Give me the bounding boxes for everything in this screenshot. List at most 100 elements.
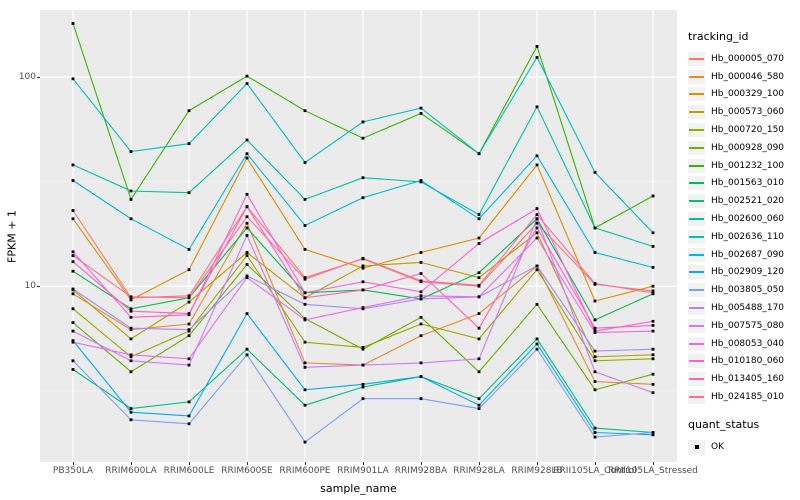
- data-point: [71, 254, 75, 257]
- y-tick-label: 10: [24, 281, 36, 292]
- legend-item-label: Hb_003805_050: [711, 285, 785, 296]
- legend-key-color-line: [689, 289, 704, 292]
- data-point: [303, 161, 307, 164]
- data-point: [187, 191, 191, 195]
- data-point: [187, 248, 191, 251]
- x-axis-title: sample_name: [320, 482, 397, 495]
- data-point: [303, 365, 307, 369]
- legend-key-color-line: [689, 271, 704, 274]
- data-point: [651, 391, 655, 395]
- data-point: [361, 288, 365, 292]
- x-tick-label: RRIM600SE: [221, 466, 273, 476]
- y-axis-title: FPKM + 1: [5, 210, 19, 263]
- data-point: [129, 309, 133, 313]
- data-point: [593, 370, 597, 374]
- data-point: [593, 435, 597, 439]
- y-tick-label: 100: [18, 71, 36, 82]
- data-point: [245, 274, 249, 278]
- legend-item-label: Hb_002909_120: [711, 267, 785, 278]
- x-tick-label: RRII105LA_Stressed: [608, 466, 698, 476]
- data-point: [419, 375, 423, 378]
- legend-key: [688, 105, 705, 120]
- legend-key: [688, 87, 705, 102]
- data-point: [71, 307, 75, 311]
- data-point: [593, 226, 597, 230]
- data-point: [535, 217, 539, 221]
- data-point: [71, 22, 75, 25]
- data-point: [651, 194, 655, 198]
- x-tick-label: RRIM600LA: [105, 466, 157, 476]
- data-point: [419, 112, 423, 115]
- x-tick-mark: [479, 462, 480, 465]
- y-tick-mark: [37, 286, 40, 288]
- legend-key: [688, 318, 705, 333]
- data-point: [593, 349, 597, 353]
- data-point: [71, 269, 75, 273]
- data-point: [419, 294, 423, 298]
- legend-key: [688, 390, 705, 405]
- data-point: [477, 403, 481, 407]
- x-tick-label: RRII105LA_Control: [553, 466, 637, 476]
- legend-key-color-line: [689, 218, 704, 221]
- legend-key-color-line: [689, 235, 704, 238]
- data-point: [651, 284, 655, 288]
- data-point: [245, 251, 249, 254]
- legend-item-Hb_002600_060: Hb_002600_060: [688, 210, 800, 228]
- data-point: [477, 217, 481, 221]
- data-point: [187, 334, 191, 338]
- data-point: [419, 279, 423, 283]
- data-point: [535, 221, 539, 225]
- data-point: [477, 295, 481, 299]
- data-point: [187, 322, 191, 326]
- x-tick-mark: [653, 462, 654, 465]
- legend-item-Hb_002909_120: Hb_002909_120: [688, 264, 800, 282]
- data-point: [245, 152, 249, 156]
- legend-panel: tracking_id Hb_000005_070 Hb_000046_580 Hb…: [688, 30, 800, 456]
- legend-item-Hb_001563_010: Hb_001563_010: [688, 175, 800, 193]
- data-point: [535, 268, 539, 272]
- data-point: [419, 397, 423, 401]
- data-point: [361, 266, 365, 270]
- legend-item-label: Hb_000928_090: [711, 142, 785, 153]
- data-point: [129, 353, 133, 357]
- data-point: [187, 422, 191, 426]
- data-point: [71, 321, 75, 324]
- data-point: [593, 355, 597, 359]
- data-point: [129, 198, 133, 201]
- legend-item-label: Hb_013405_160: [711, 374, 785, 385]
- data-point: [651, 357, 655, 361]
- data-point: [651, 291, 655, 295]
- data-point: [651, 353, 655, 357]
- legend-key: [688, 301, 705, 316]
- data-point: [361, 306, 365, 309]
- legend-key-color-line: [689, 182, 704, 185]
- data-point: [303, 361, 307, 365]
- legend-key-color-line: [689, 111, 704, 114]
- data-point: [187, 296, 191, 300]
- legend-title-tracking-id: tracking_id: [688, 30, 749, 43]
- legend-item-label: Hb_000573_060: [711, 107, 785, 118]
- data-point: [129, 298, 133, 302]
- data-point: [245, 347, 249, 351]
- data-point: [477, 397, 481, 401]
- legend-item-Hb_000329_100: Hb_000329_100: [688, 86, 800, 104]
- data-point: [129, 337, 133, 341]
- data-point: [593, 329, 597, 333]
- legend-item-label: Hb_002600_060: [711, 214, 785, 225]
- data-point: [245, 192, 249, 196]
- data-point: [129, 410, 133, 414]
- legend-item-Hb_000928_090: Hb_000928_090: [688, 139, 800, 157]
- data-point: [245, 215, 249, 219]
- legend-item-label: Hb_005488_170: [711, 303, 785, 314]
- legend-item-label: Hb_000005_070: [711, 53, 785, 64]
- x-tick-mark: [305, 462, 306, 465]
- legend-item-Hb_013405_160: Hb_013405_160: [688, 370, 800, 388]
- data-point: [361, 256, 365, 260]
- legend-item-label: Hb_002687_090: [711, 249, 785, 260]
- legend-item-label: Hb_000046_580: [711, 71, 785, 82]
- data-point: [361, 382, 365, 386]
- data-point: [245, 74, 249, 78]
- data-point: [361, 280, 365, 284]
- legend-key-color-line: [689, 57, 704, 60]
- data-point: [419, 272, 423, 275]
